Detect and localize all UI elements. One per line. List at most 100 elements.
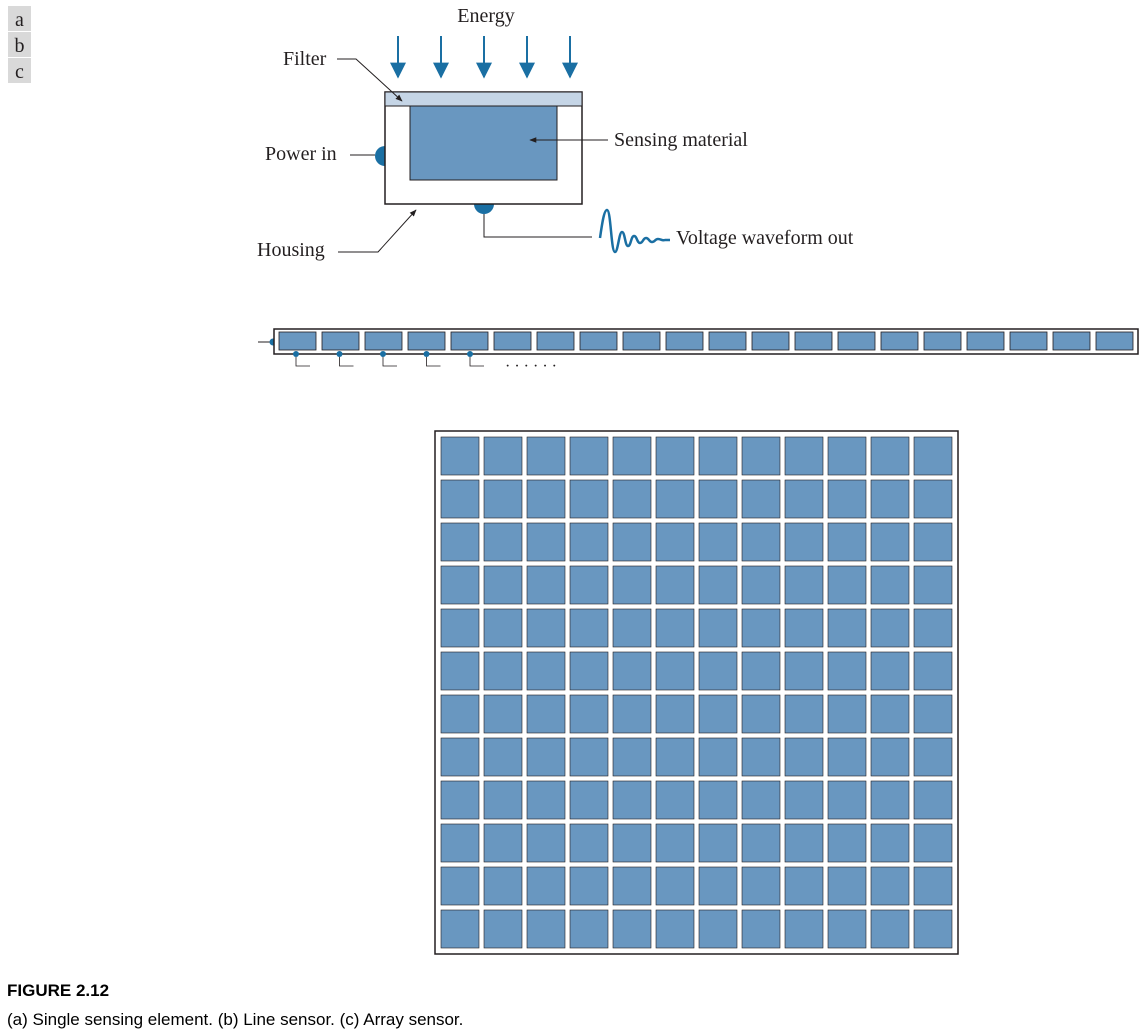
array-sensor-cell bbox=[698, 565, 738, 605]
array-sensor-cell bbox=[483, 436, 523, 476]
line-sensor-leads bbox=[293, 351, 484, 367]
array-sensor-cell bbox=[612, 737, 652, 777]
energy-arrows bbox=[390, 36, 578, 79]
array-sensor-cell bbox=[483, 522, 523, 562]
array-sensor-cell bbox=[440, 479, 480, 519]
array-sensor-cell bbox=[655, 522, 695, 562]
array-sensor-cell bbox=[913, 866, 953, 906]
array-sensor-cell bbox=[784, 522, 824, 562]
array-sensor-cell bbox=[698, 780, 738, 820]
line-sensor-lead bbox=[382, 357, 397, 367]
array-sensor-cell bbox=[870, 565, 910, 605]
voltage-waveform-icon bbox=[598, 208, 670, 254]
array-sensor-cell bbox=[483, 565, 523, 605]
array-sensor-cell bbox=[440, 909, 480, 949]
sensor-figure: a b c Energy Filter Power in Sensing mat bbox=[8, 5, 1139, 955]
array-sensor-cell bbox=[870, 436, 910, 476]
power-in-label: Power in bbox=[265, 143, 337, 165]
array-sensor-cell bbox=[784, 565, 824, 605]
array-sensor-cell bbox=[655, 780, 695, 820]
array-sensor-cell bbox=[526, 694, 566, 734]
array-sensor-cell bbox=[698, 608, 738, 648]
array-sensor-cell bbox=[655, 608, 695, 648]
array-sensor-cell bbox=[655, 823, 695, 863]
line-sensor-cell bbox=[966, 331, 1005, 351]
array-sensor-cell bbox=[655, 737, 695, 777]
array-sensor-cell bbox=[741, 565, 781, 605]
array-sensor-cell bbox=[784, 651, 824, 691]
array-sensor-cell bbox=[870, 909, 910, 949]
array-sensor-cell bbox=[612, 608, 652, 648]
filter bbox=[384, 91, 583, 107]
array-sensor-cell bbox=[483, 479, 523, 519]
line-sensor-housing bbox=[273, 328, 1139, 355]
array-sensor-cell bbox=[784, 909, 824, 949]
array-sensor-cell bbox=[569, 909, 609, 949]
line-sensor-cells bbox=[278, 331, 1134, 351]
array-sensor-cell bbox=[741, 780, 781, 820]
array-sensor-cell bbox=[913, 436, 953, 476]
array-sensor-cell bbox=[526, 909, 566, 949]
array-sensor-cell bbox=[526, 866, 566, 906]
array-sensor-cell bbox=[741, 608, 781, 648]
line-sensor-cell bbox=[278, 331, 317, 351]
array-sensor-cell bbox=[440, 522, 480, 562]
line-sensor-cell bbox=[708, 331, 747, 351]
array-sensor-cell bbox=[741, 694, 781, 734]
array-sensor-cell bbox=[698, 909, 738, 949]
array-sensor-cell bbox=[483, 608, 523, 648]
array-sensor-cell bbox=[655, 479, 695, 519]
sensing-material-label: Sensing material bbox=[614, 129, 748, 151]
array-sensor-cell bbox=[569, 565, 609, 605]
line-sensor-lead-connector bbox=[336, 351, 343, 357]
array-sensor-cell bbox=[698, 737, 738, 777]
array-sensor-cell bbox=[784, 608, 824, 648]
array-sensor-cell bbox=[913, 479, 953, 519]
array-sensor-cell bbox=[913, 522, 953, 562]
array-sensor-cell bbox=[870, 694, 910, 734]
panel-label-b: b bbox=[15, 35, 25, 57]
array-sensor-cell bbox=[784, 737, 824, 777]
figure-caption-text: (a) Single sensing element. (b) Line sen… bbox=[7, 1010, 464, 1029]
array-sensor-cell bbox=[827, 651, 867, 691]
array-sensor-cell bbox=[827, 780, 867, 820]
array-sensor-cell bbox=[569, 436, 609, 476]
housing-leader bbox=[338, 209, 417, 253]
array-sensor-cell bbox=[612, 436, 652, 476]
array-sensor-cell bbox=[569, 823, 609, 863]
line-sensor-ellipsis: · · · · · · bbox=[505, 358, 557, 375]
energy-label: Energy bbox=[457, 5, 514, 27]
line-sensor-cell bbox=[751, 331, 790, 351]
array-sensor-cell bbox=[440, 608, 480, 648]
line-sensor-lead-connector bbox=[293, 351, 299, 357]
array-sensor-cell bbox=[870, 479, 910, 519]
array-sensor-cell bbox=[698, 694, 738, 734]
array-sensor-cell bbox=[870, 737, 910, 777]
panel-label-a-bg bbox=[8, 6, 31, 31]
array-sensor-cell bbox=[827, 522, 867, 562]
array-sensor-cell bbox=[440, 737, 480, 777]
array-sensor-cell bbox=[913, 565, 953, 605]
line-sensor-cell bbox=[364, 331, 403, 351]
array-sensor-cell bbox=[440, 866, 480, 906]
array-sensor-cell bbox=[913, 780, 953, 820]
array-sensor-cell bbox=[526, 651, 566, 691]
line-sensor-cell bbox=[579, 331, 618, 351]
array-sensor-cell bbox=[483, 737, 523, 777]
array-sensor-cell bbox=[827, 608, 867, 648]
array-sensor-cell bbox=[870, 780, 910, 820]
array-sensor-cell bbox=[612, 780, 652, 820]
array-sensor-cell bbox=[913, 694, 953, 734]
array-sensor-cell bbox=[483, 651, 523, 691]
filter-leader bbox=[337, 58, 403, 102]
array-sensor-cell bbox=[569, 522, 609, 562]
array-sensor-cell bbox=[440, 823, 480, 863]
line-sensor-lead bbox=[295, 357, 310, 367]
array-sensor-cell bbox=[483, 866, 523, 906]
line-sensor-lead-connector bbox=[423, 351, 430, 357]
array-sensor-cell bbox=[784, 823, 824, 863]
array-sensor-cell bbox=[569, 866, 609, 906]
line-sensor-lead-connector bbox=[467, 351, 473, 357]
array-sensor-cell bbox=[827, 694, 867, 734]
array-sensor-cell bbox=[440, 651, 480, 691]
